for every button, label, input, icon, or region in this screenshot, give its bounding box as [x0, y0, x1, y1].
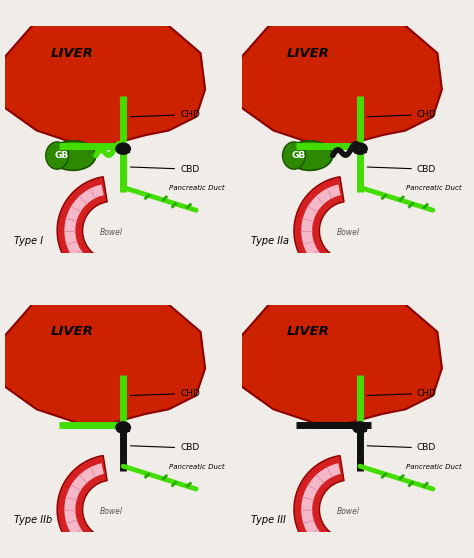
Text: GB: GB: [55, 151, 69, 160]
Polygon shape: [301, 185, 353, 278]
Text: LIVER: LIVER: [50, 325, 93, 338]
Text: CBD: CBD: [130, 165, 200, 174]
Text: CBD: CBD: [367, 444, 436, 453]
Polygon shape: [0, 8, 205, 144]
Text: CHD: CHD: [130, 389, 200, 398]
Text: Bowel: Bowel: [100, 507, 123, 516]
Text: CBD: CBD: [367, 165, 436, 174]
Text: Pancreatic Duct: Pancreatic Duct: [406, 464, 462, 470]
Ellipse shape: [115, 142, 131, 155]
Text: Type IIa: Type IIa: [251, 237, 289, 246]
Polygon shape: [294, 177, 357, 285]
Text: CHD: CHD: [367, 110, 437, 119]
Text: Pancreatic Duct: Pancreatic Duct: [169, 464, 225, 470]
Polygon shape: [232, 286, 442, 423]
Text: Bowel: Bowel: [337, 228, 360, 237]
Polygon shape: [57, 455, 120, 558]
Ellipse shape: [50, 141, 96, 170]
Polygon shape: [64, 185, 116, 278]
Text: Bowel: Bowel: [100, 228, 123, 237]
Ellipse shape: [287, 141, 333, 170]
Text: GB: GB: [292, 151, 306, 160]
Text: LIVER: LIVER: [50, 46, 93, 60]
Polygon shape: [232, 8, 442, 144]
Ellipse shape: [283, 142, 305, 169]
Polygon shape: [64, 463, 116, 557]
Text: Type IIb: Type IIb: [14, 515, 52, 525]
Ellipse shape: [352, 421, 368, 434]
Text: LIVER: LIVER: [287, 325, 330, 338]
Polygon shape: [294, 455, 357, 558]
Polygon shape: [57, 177, 120, 285]
Text: Pancreatic Duct: Pancreatic Duct: [406, 185, 462, 191]
Text: CHD: CHD: [130, 110, 200, 119]
Text: Pancreatic Duct: Pancreatic Duct: [169, 185, 225, 191]
Text: Type I: Type I: [14, 237, 43, 246]
Text: Type III: Type III: [251, 515, 285, 525]
Polygon shape: [301, 463, 353, 557]
Ellipse shape: [352, 142, 368, 155]
Text: CBD: CBD: [130, 444, 200, 453]
Ellipse shape: [115, 421, 131, 434]
Text: Bowel: Bowel: [337, 507, 360, 516]
Ellipse shape: [46, 142, 69, 169]
Polygon shape: [0, 286, 205, 423]
Text: CHD: CHD: [367, 389, 437, 398]
Text: LIVER: LIVER: [287, 46, 330, 60]
